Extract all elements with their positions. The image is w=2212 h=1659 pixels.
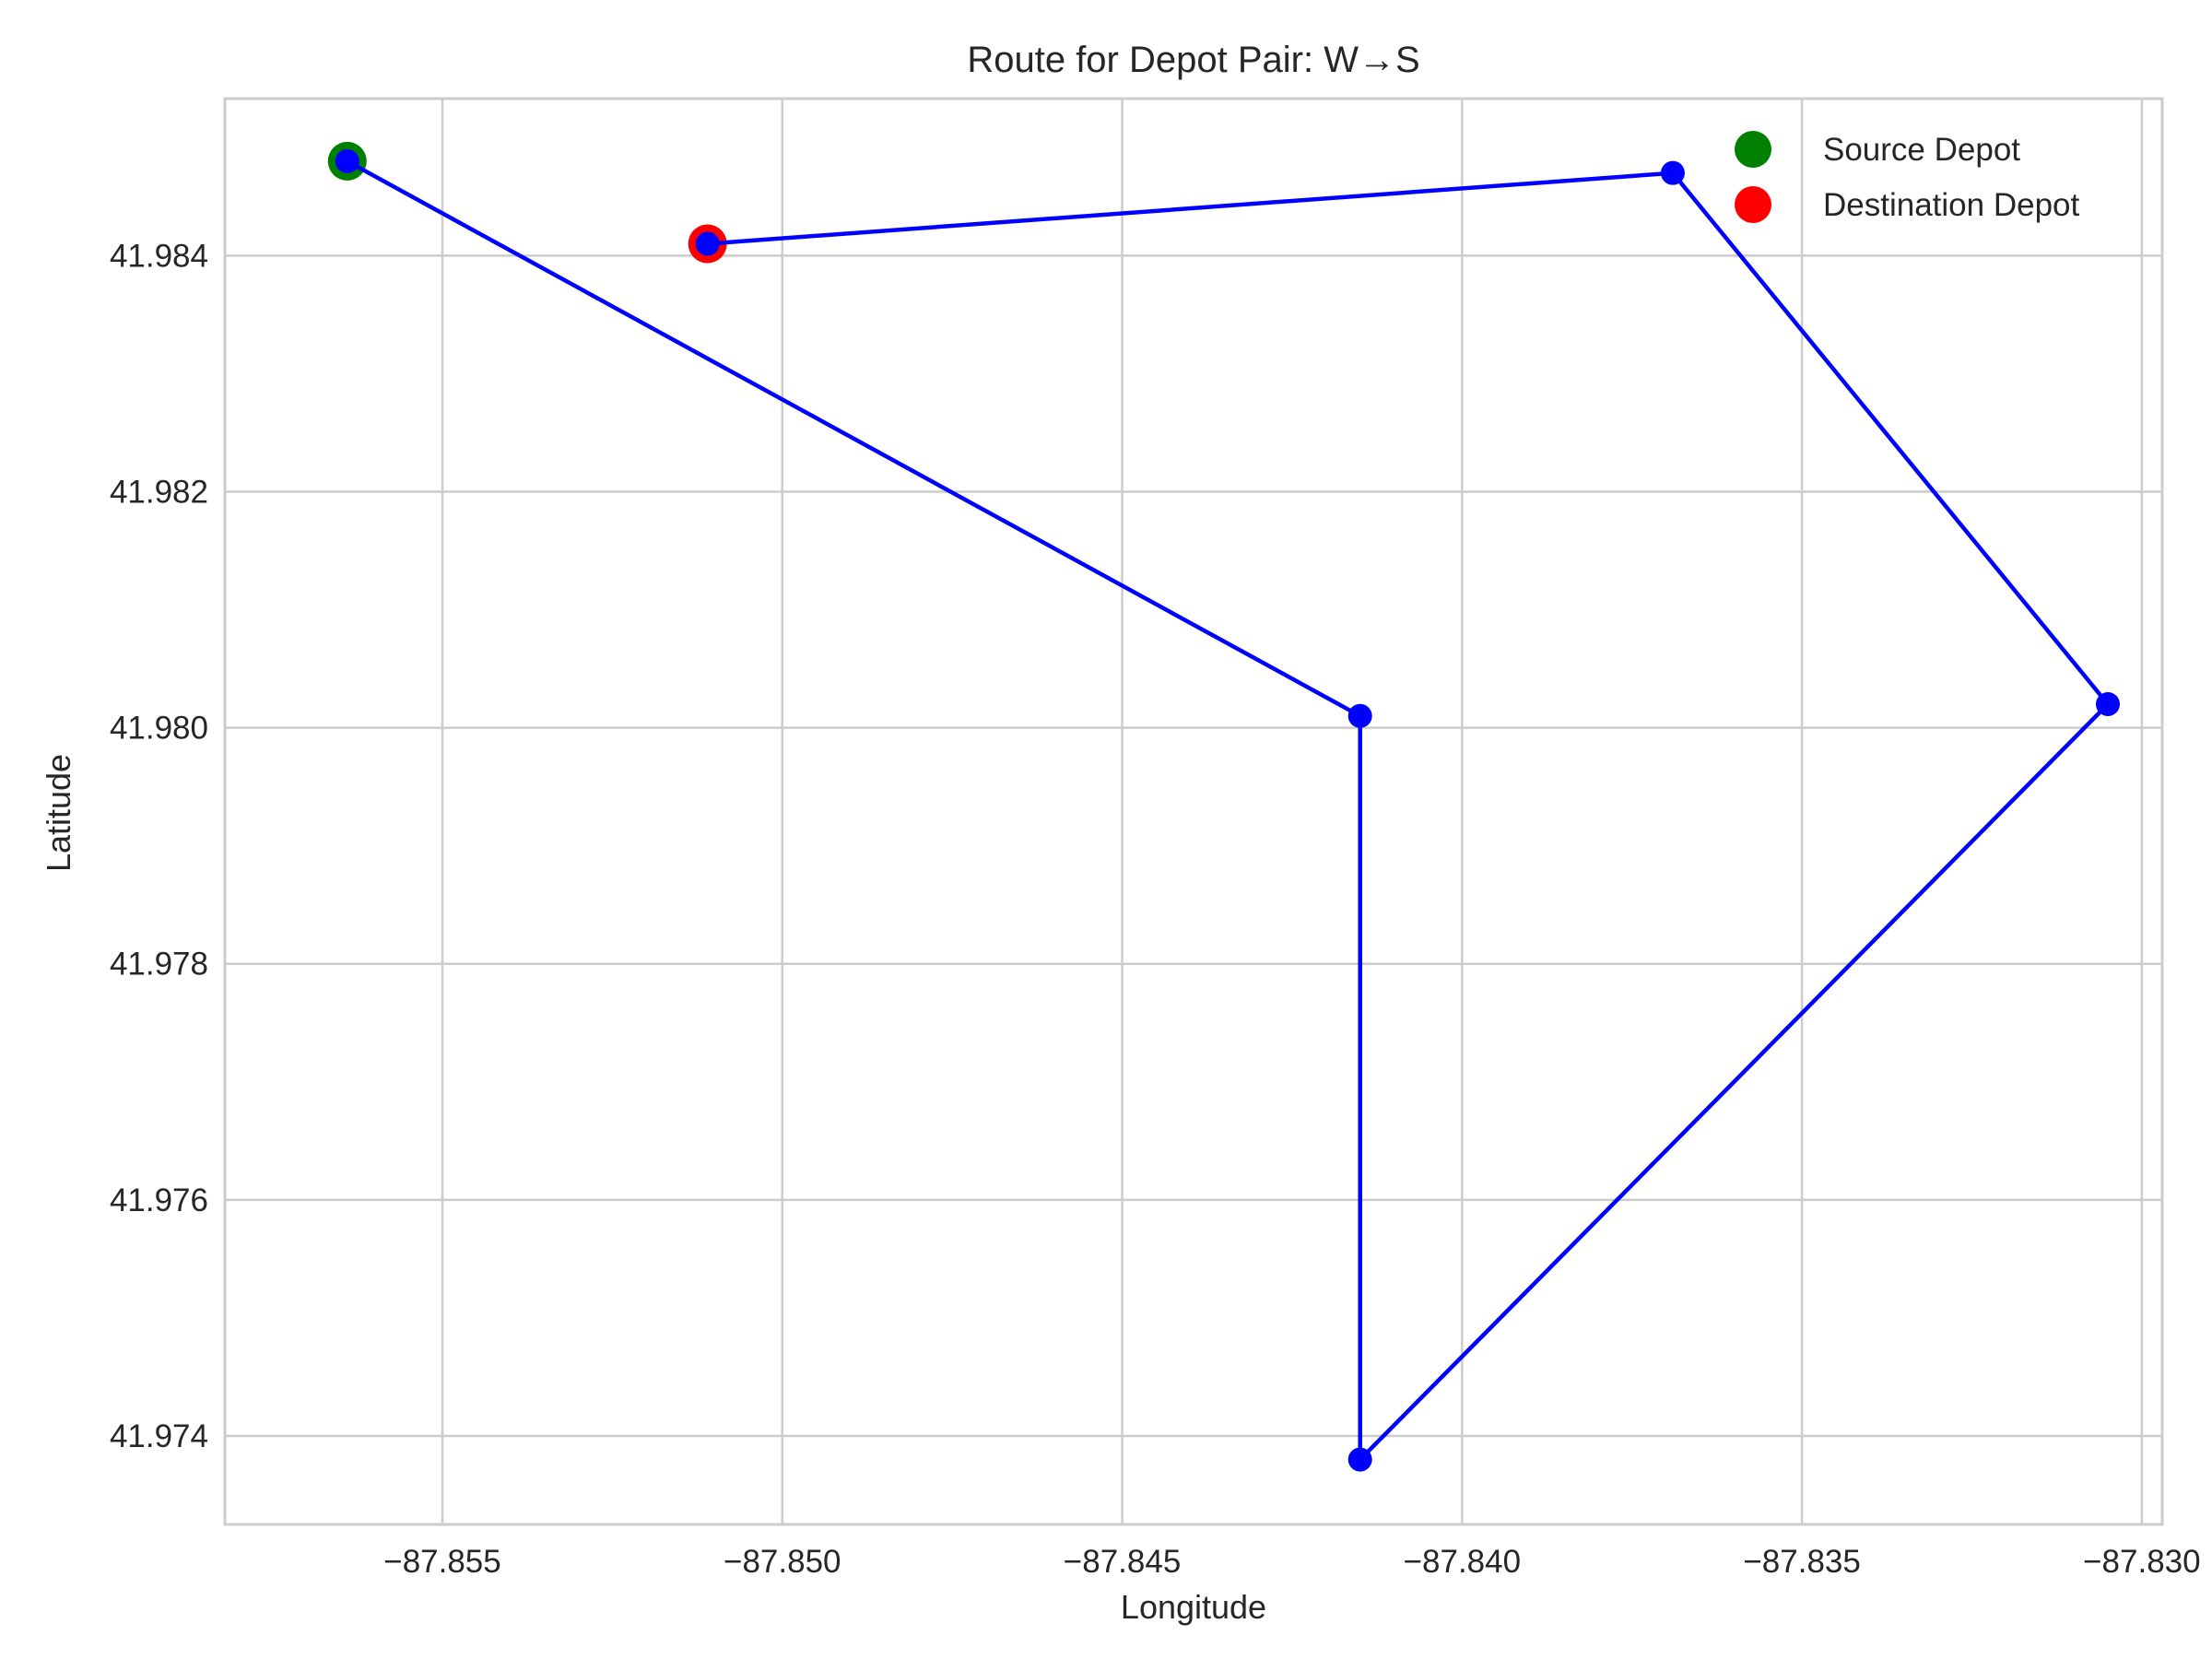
x-tick-label: −87.845 xyxy=(1064,1544,1182,1580)
y-tick-label: 41.978 xyxy=(110,947,208,982)
y-tick-label: 41.984 xyxy=(110,238,208,274)
legend: Source Depot Destination Depot xyxy=(1735,131,2079,223)
route-point xyxy=(695,231,720,256)
route-line xyxy=(346,159,2111,1462)
x-axis-label: Longitude xyxy=(1121,1588,1266,1626)
route-point xyxy=(1347,703,1372,728)
x-tick-label: −87.855 xyxy=(383,1544,501,1580)
route-point xyxy=(1347,1447,1372,1472)
legend-label: Source Depot xyxy=(1823,132,2020,168)
y-tick-label: 41.974 xyxy=(110,1418,208,1454)
y-tick-label: 41.982 xyxy=(110,474,208,510)
route-point xyxy=(1660,160,1685,185)
y-tick-label: 41.976 xyxy=(110,1182,208,1218)
grid xyxy=(225,99,2162,1524)
data-layer xyxy=(327,141,2120,1472)
chart-title: Route for Depot Pair: W→S xyxy=(967,40,1419,80)
legend-marker xyxy=(1735,131,1771,168)
y-tick-label: 41.980 xyxy=(110,711,208,747)
route-point xyxy=(335,148,359,173)
plot-area-frame xyxy=(223,97,2164,1526)
route-point xyxy=(2095,691,2120,716)
legend-marker xyxy=(1735,186,1771,223)
x-tick-label: −87.840 xyxy=(1404,1544,1522,1580)
y-axis-label: Latitude xyxy=(40,754,77,872)
legend-label: Destination Depot xyxy=(1823,187,2079,223)
x-tick-label: −87.850 xyxy=(724,1544,841,1580)
tick-labels: −87.855 −87.850 −87.845 −87.840 −87.835 −87.8… xyxy=(110,238,2201,1580)
x-tick-label: −87.830 xyxy=(2083,1544,2201,1580)
x-tick-label: −87.835 xyxy=(1743,1544,1861,1580)
